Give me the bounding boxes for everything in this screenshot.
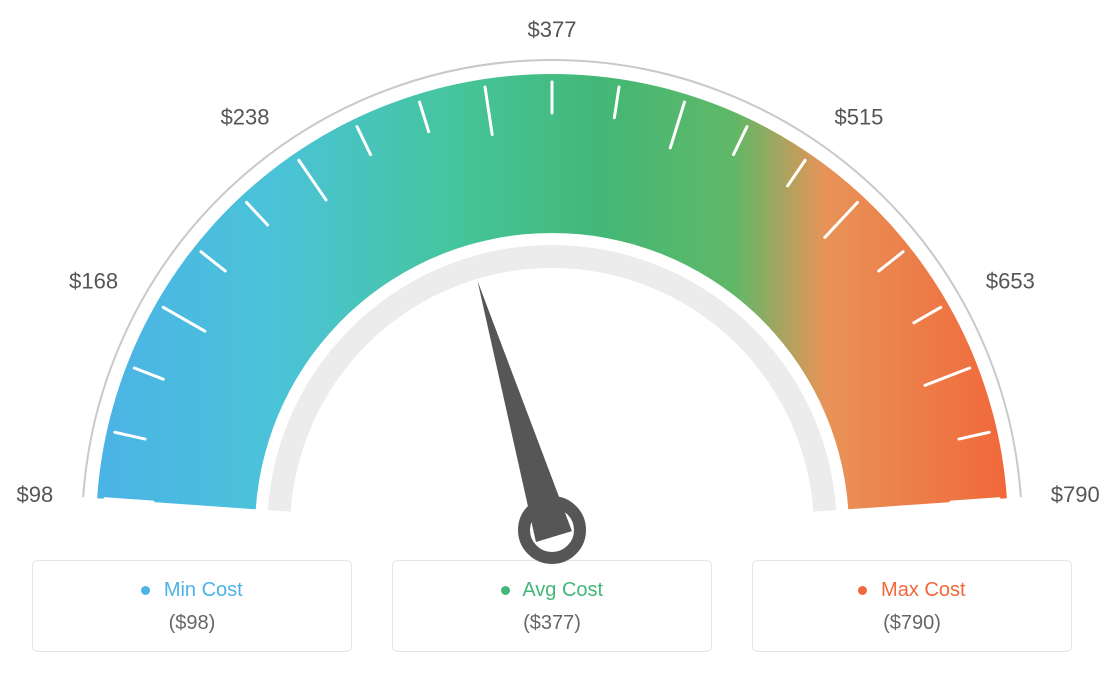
gauge-chart: $98 $168 $238 $377 $515 $653 $790: [0, 0, 1104, 560]
dot-icon: [501, 586, 510, 595]
legend-value-avg: ($377): [393, 612, 711, 635]
gauge-tick-label: $168: [69, 269, 118, 294]
legend-box-max: Max Cost ($790): [752, 560, 1072, 652]
legend-label-text: Max Cost: [881, 579, 965, 601]
gauge-tick-label: $377: [528, 17, 577, 42]
gauge-svg: $98 $168 $238 $377 $515 $653 $790: [0, 10, 1104, 570]
legend-value-min: ($98): [33, 612, 351, 635]
legend-label-text: Min Cost: [164, 579, 243, 601]
gauge-tick-label: $238: [221, 104, 270, 129]
gauge-tick-label: $790: [1051, 482, 1100, 507]
dot-icon: [141, 586, 150, 595]
legend-label-max: Max Cost: [753, 579, 1071, 602]
legend-box-avg: Avg Cost ($377): [392, 560, 712, 652]
legend-label-min: Min Cost: [33, 579, 351, 602]
legend-row: Min Cost ($98) Avg Cost ($377) Max Cost …: [0, 560, 1104, 652]
gauge-tick-label: $653: [986, 269, 1035, 294]
legend-value-max: ($790): [753, 612, 1071, 635]
dot-icon: [858, 586, 867, 595]
gauge-tick-label: $515: [834, 104, 883, 129]
legend-label-avg: Avg Cost: [393, 579, 711, 602]
legend-box-min: Min Cost ($98): [32, 560, 352, 652]
legend-label-text: Avg Cost: [522, 579, 603, 601]
gauge-tick-label: $98: [16, 482, 53, 507]
